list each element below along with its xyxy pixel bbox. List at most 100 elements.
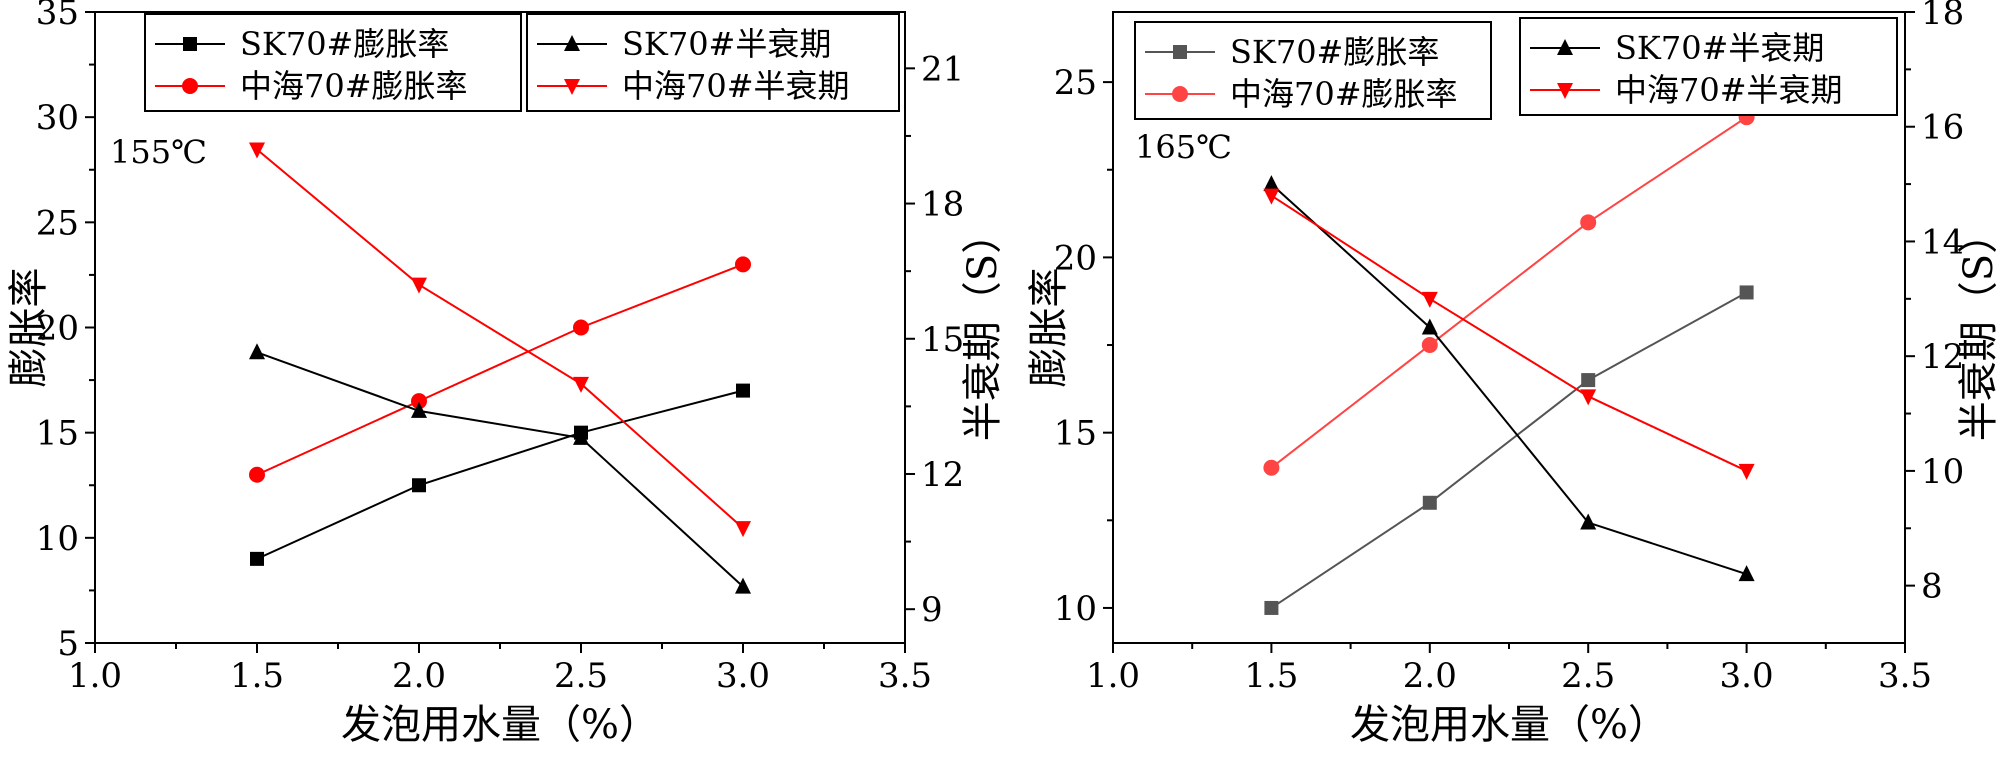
x-tick-label: 3.5 <box>878 656 932 696</box>
series-line-0 <box>256 389 744 560</box>
legend-marker <box>183 37 197 51</box>
x-tick-label: 1.0 <box>68 656 122 696</box>
x-tick-label: 2.5 <box>1561 656 1615 696</box>
legend-label: SK70#膨胀率 <box>240 25 449 63</box>
x-tick-label: 1.0 <box>1086 656 1140 696</box>
data-point <box>1264 600 1279 615</box>
data-point <box>1263 175 1280 192</box>
data-point <box>249 142 265 159</box>
data-point <box>735 256 751 273</box>
chart-panel-165c: 1.0 1.5 2.0 2.5 3.0 3.5 10 15 20 25 8 10 12 14 16 18 发泡用… <box>1026 0 2000 748</box>
y-left-tick-label: 25 <box>36 203 79 243</box>
legend-label: 中海70#膨胀率 <box>1230 75 1458 113</box>
x-tick-label: 2.0 <box>1403 656 1457 696</box>
data-point <box>736 383 750 398</box>
y-left-tick-label: 35 <box>36 0 79 33</box>
data-point <box>1421 291 1438 308</box>
legend-marker <box>564 79 580 95</box>
legend-marker <box>1173 45 1187 59</box>
y-right-tick-label: 10 <box>1921 452 1964 492</box>
y-right-tick-label: 21 <box>921 49 964 89</box>
y-right-tick-label: 18 <box>921 185 964 225</box>
legend-marker <box>1557 83 1573 99</box>
legend-marker <box>1557 39 1573 55</box>
data-point <box>1263 188 1280 205</box>
legend-marker <box>182 78 198 94</box>
series-line-3 <box>256 148 744 529</box>
y-left-tick-label: 15 <box>36 414 79 454</box>
series-line-3 <box>1270 194 1748 472</box>
legend-label: 中海70#半衰期 <box>622 67 850 105</box>
temperature-annotation: 165℃ <box>1135 128 1232 166</box>
data-point <box>250 551 264 566</box>
data-point <box>411 401 427 418</box>
legend-marker <box>564 35 580 51</box>
series-line-1 <box>256 263 744 476</box>
legend-label: 中海70#膨胀率 <box>240 67 468 105</box>
x-axis-title: 发泡用水量（%） <box>341 702 659 748</box>
data-point <box>411 393 427 410</box>
data-point <box>573 376 589 393</box>
temperature-annotation: 155℃ <box>110 133 207 171</box>
data-point <box>735 521 751 538</box>
x-tick-label: 2.0 <box>392 656 446 696</box>
data-point <box>1738 565 1755 582</box>
data-point <box>249 466 265 483</box>
data-point <box>1263 459 1280 476</box>
x-tick-label: 3.0 <box>716 656 770 696</box>
x-tick-label: 1.5 <box>230 656 284 696</box>
series-line-0 <box>1270 291 1748 609</box>
x-tick-label: 3.0 <box>1720 656 1774 696</box>
y-left-tick-label: 25 <box>1054 63 1097 103</box>
data-point <box>1421 337 1438 354</box>
y-left-tick-label: 20 <box>36 309 79 349</box>
series-line-1 <box>1270 116 1748 469</box>
y-left-axis-title: 膨胀率 <box>1026 268 1072 388</box>
x-tick-label: 3.5 <box>1878 656 1932 696</box>
data-point <box>573 319 589 336</box>
legend-label: SK70#膨胀率 <box>1230 33 1439 71</box>
y-left-tick-label: 30 <box>36 98 79 138</box>
series-line-2 <box>1270 183 1747 576</box>
y-right-tick-label: 9 <box>921 590 943 630</box>
y-right-axis-title: 半衰期（S） <box>1956 214 2000 441</box>
data-point <box>1422 495 1437 510</box>
data-point <box>1581 373 1596 388</box>
legend-box <box>526 13 900 112</box>
legend-box <box>1519 17 1898 116</box>
x-axis-title: 发泡用水量（%） <box>1350 702 1668 748</box>
y-right-tick-label: 12 <box>1921 337 1964 377</box>
y-left-tick-label: 10 <box>36 519 79 559</box>
data-point <box>1580 214 1597 231</box>
data-point <box>1739 285 1754 300</box>
y-right-tick-label: 18 <box>1921 0 1964 33</box>
data-point <box>412 478 426 493</box>
legend-marker <box>1172 86 1188 102</box>
x-tick-label: 2.5 <box>554 656 608 696</box>
y-left-tick-label: 5 <box>57 624 79 664</box>
y-right-tick-label: 15 <box>921 320 964 360</box>
y-right-tick-label: 16 <box>1921 108 1964 148</box>
y-right-axis-title: 半衰期（S） <box>960 214 1006 441</box>
series-line-2 <box>256 351 744 588</box>
data-point <box>573 428 589 445</box>
legend-label: 中海70#半衰期 <box>1615 71 1843 109</box>
y-right-tick-label: 12 <box>921 455 964 495</box>
y-right-tick-label: 8 <box>1921 567 1943 607</box>
data-point <box>1580 389 1597 406</box>
chart-panel-155c: 1.0 1.5 2.0 2.5 3.0 3.5 5 10 15 20 25 30 35 9 12 15 18 21… <box>6 0 1006 748</box>
y-left-tick-label: 20 <box>1054 238 1097 278</box>
data-point <box>1738 463 1755 480</box>
data-point <box>1421 318 1438 335</box>
legend-label: SK70#半衰期 <box>622 25 831 63</box>
y-right-tick-label: 14 <box>1921 222 1964 262</box>
y-left-tick-label: 15 <box>1054 414 1097 454</box>
data-point <box>735 577 751 594</box>
legend-box <box>1134 21 1492 120</box>
data-point <box>1580 513 1597 530</box>
x-tick-label: 1.5 <box>1244 656 1298 696</box>
y-left-tick-label: 10 <box>1054 589 1097 629</box>
y-left-axis-title: 膨胀率 <box>6 268 52 388</box>
